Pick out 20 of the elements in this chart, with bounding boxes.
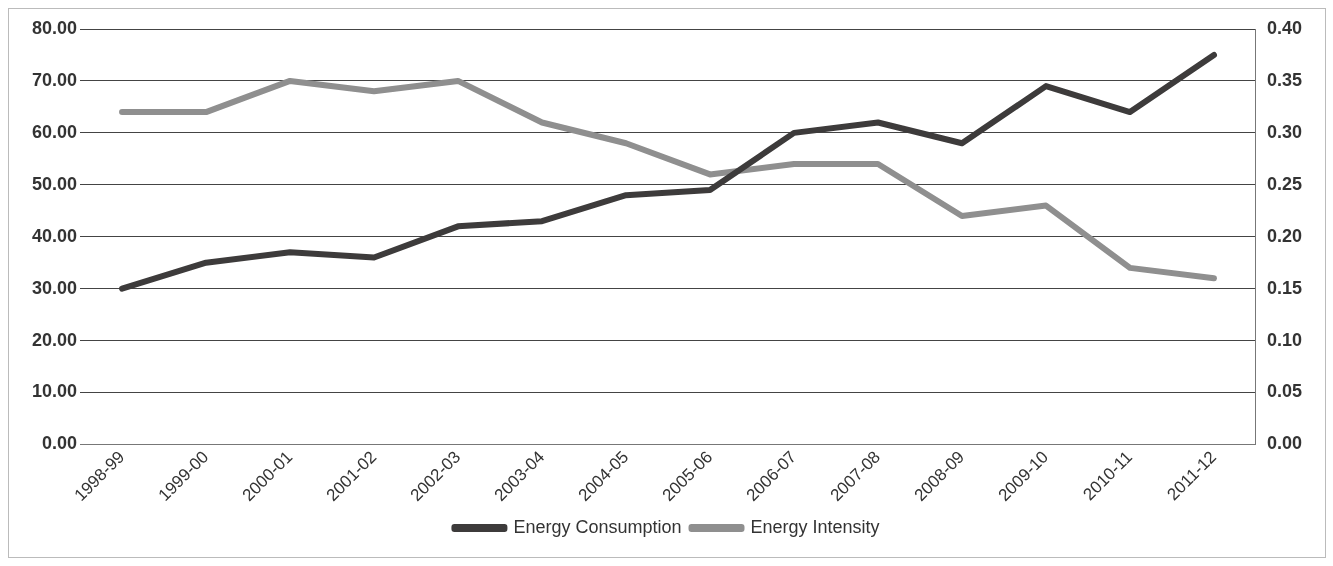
y2-tick-label: 0.25 bbox=[1266, 173, 1303, 194]
y2-tick-label: 0.40 bbox=[1266, 17, 1303, 38]
y-tick-label: 20.00 bbox=[32, 329, 78, 350]
y2-tick-label: 0.05 bbox=[1266, 381, 1303, 402]
y2-tick-label: 0.15 bbox=[1266, 277, 1303, 298]
y-tick-label: 50.00 bbox=[32, 173, 78, 194]
y-tick-label: 10.00 bbox=[32, 381, 78, 402]
y-tick-label: 40.00 bbox=[32, 225, 78, 246]
y-tick-label: 0.00 bbox=[42, 433, 78, 454]
y-tick-label: 30.00 bbox=[32, 277, 78, 298]
y2-tick-label: 0.00 bbox=[1266, 433, 1303, 454]
y-tick-label: 80.00 bbox=[32, 17, 78, 38]
y2-tick-label: 0.30 bbox=[1266, 121, 1303, 142]
y2-tick-label: 0.10 bbox=[1266, 329, 1303, 350]
legend-label: Energy Consumption bbox=[513, 516, 682, 537]
y-tick-label: 60.00 bbox=[32, 121, 78, 142]
y2-tick-label: 0.35 bbox=[1266, 69, 1303, 90]
y-tick-label: 70.00 bbox=[32, 69, 78, 90]
y2-tick-label: 0.20 bbox=[1266, 225, 1303, 246]
legend-label: Energy Intensity bbox=[750, 516, 880, 537]
